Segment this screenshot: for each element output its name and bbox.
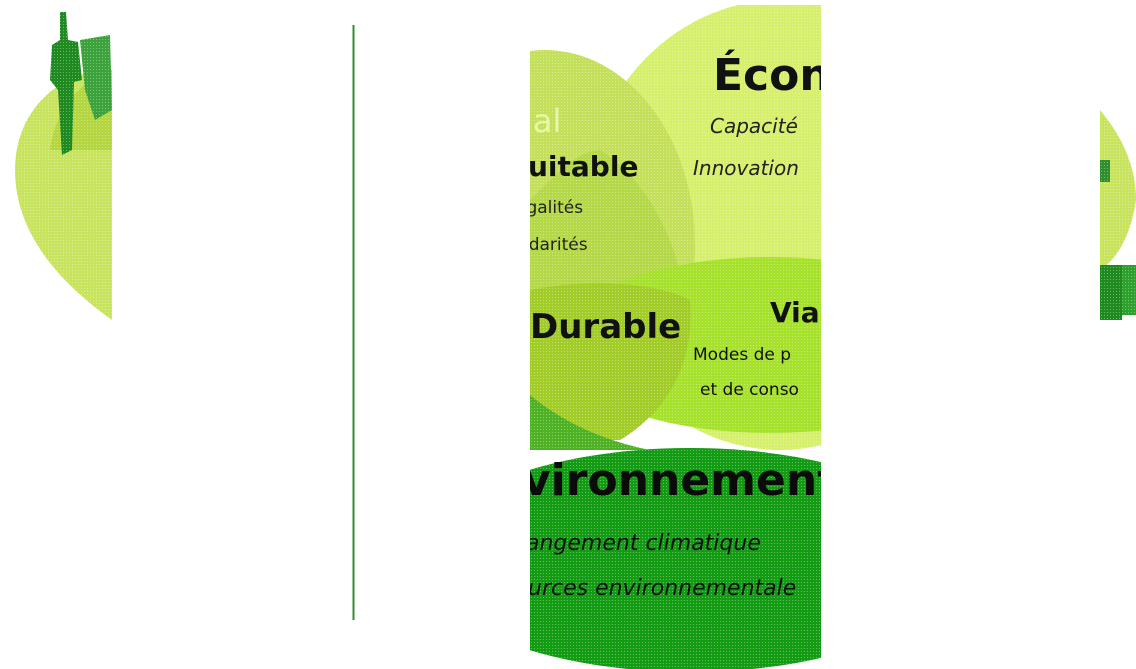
social-item: idarités (524, 235, 588, 255)
environment-item: angement climatique (526, 531, 761, 556)
social-title: ial (524, 102, 561, 140)
economic-title: Écon (713, 48, 831, 101)
economic-item: Capacité (710, 114, 798, 138)
viable-title: Vial (770, 296, 829, 329)
viable-item: Modes de p (693, 345, 791, 365)
texture (10, 5, 113, 325)
left-fragment (10, 5, 113, 325)
center-label: Durable (530, 307, 681, 347)
social-subtitle: uitable (528, 150, 638, 183)
viable-item: et de conso (700, 380, 799, 400)
environment-title: vironnement (522, 455, 838, 506)
economic-item: Innovation (693, 156, 799, 180)
social-item: égalités (516, 198, 583, 218)
right-fragment (1098, 100, 1136, 330)
environment-item: urces environnementale (528, 576, 796, 601)
venn-diagram: Écon Capacité Innovation ial uitable éga… (395, 0, 985, 669)
texture (1100, 100, 1136, 330)
page: Écon Capacité Innovation ial uitable éga… (0, 0, 1136, 669)
